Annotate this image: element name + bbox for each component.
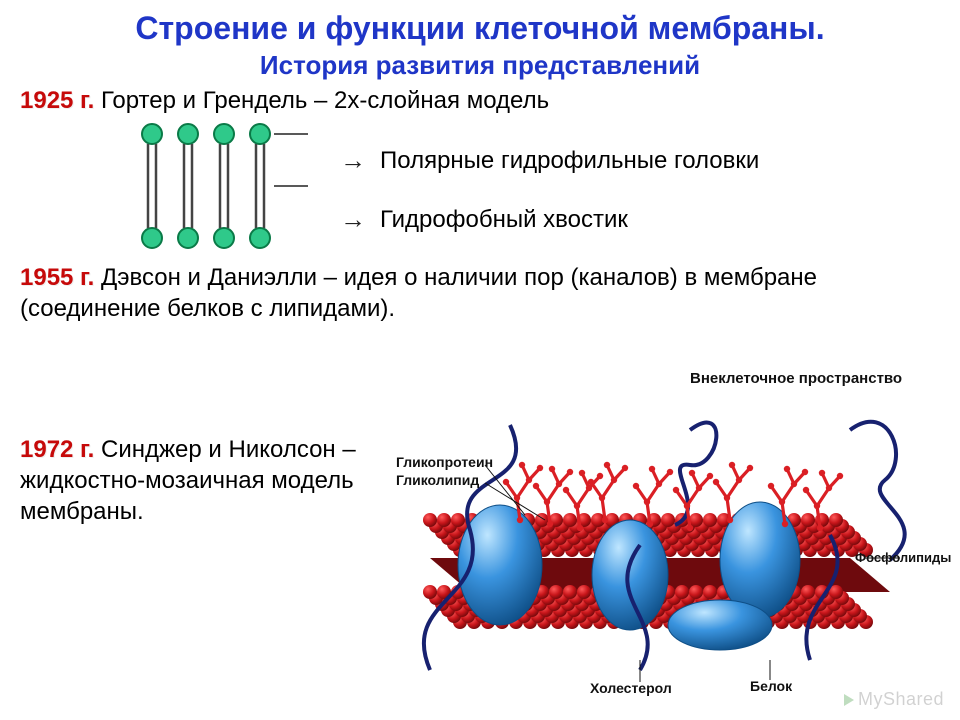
- label-extracellular: Внеклеточное пространство: [690, 370, 902, 387]
- label-cholesterol: Холестерол: [590, 680, 672, 696]
- label-glycoprotein: Гликопротеин: [396, 454, 493, 470]
- page-title: Строение и функции клеточной мембраны.: [20, 8, 940, 48]
- entry-1925: 1925 г. Гортер и Грендель – 2х-слойная м…: [20, 85, 940, 116]
- arrow-icon: →: [340, 145, 366, 176]
- year-1972: 1972 г.: [20, 436, 94, 463]
- play-icon: [844, 694, 854, 706]
- entry-1955: 1955 г. Дэвсон и Даниэлли – идея о налич…: [20, 262, 940, 324]
- tails-label: Гидрофобный хвостик: [380, 206, 628, 234]
- bilayer-row: → Полярные гидрофильные головки → Гидроф…: [20, 120, 940, 252]
- page-subtitle: История развития представлений: [20, 50, 940, 81]
- bilayer-diagram: [130, 120, 310, 252]
- arrow-icon: →: [340, 204, 366, 235]
- watermark: MyShared: [844, 689, 944, 710]
- heads-label: Полярные гидрофильные головки: [380, 147, 759, 175]
- year-1955: 1955 г.: [20, 264, 94, 291]
- entry-1972: 1972 г. Синджер и Николсон – жидкостно-м…: [20, 430, 400, 532]
- watermark-text: MyShared: [858, 689, 944, 710]
- text-1925: Гортер и Грендель – 2х-слойная модель: [94, 87, 549, 114]
- label-protein: Белок: [750, 678, 792, 694]
- label-glycolipid: Гликолипид: [396, 472, 479, 488]
- year-1925: 1925 г.: [20, 87, 94, 114]
- label-phospholipids: Фосфолипиды: [855, 550, 951, 565]
- membrane-diagram: Внеклеточное пространство Гликопротеин Г…: [390, 370, 950, 700]
- text-1955: Дэвсон и Даниэлли – идея о наличии пор (…: [20, 264, 817, 322]
